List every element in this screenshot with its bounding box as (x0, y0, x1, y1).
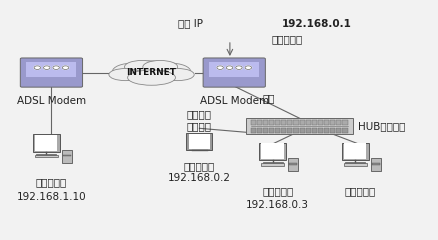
Bar (186, 133, 212, 150)
Bar (281, 120, 286, 125)
FancyBboxPatch shape (203, 58, 265, 87)
Bar (312, 128, 317, 133)
Text: 公共 IP: 公共 IP (178, 19, 203, 29)
Bar (336, 128, 342, 133)
Text: INTERNET: INTERNET (127, 68, 177, 77)
Bar (269, 120, 274, 125)
Bar (293, 120, 299, 125)
Circle shape (43, 66, 50, 69)
Text: 壳客户端: 壳客户端 (187, 121, 212, 131)
Text: 个人计算机: 个人计算机 (184, 162, 215, 172)
Text: 192.168.0.3: 192.168.0.3 (246, 200, 309, 210)
Bar (275, 128, 280, 133)
Bar (306, 120, 311, 125)
Text: 网线: 网线 (262, 94, 275, 104)
Ellipse shape (109, 69, 142, 81)
Text: ADSL Modem: ADSL Modem (17, 96, 86, 106)
Text: 局域网接口: 局域网接口 (271, 34, 303, 44)
Bar (318, 128, 323, 133)
Bar (251, 128, 256, 133)
Bar (345, 162, 365, 163)
Bar (257, 120, 262, 125)
Bar (281, 128, 286, 133)
Bar (371, 158, 381, 171)
Bar (343, 128, 348, 133)
Text: 安装花生: 安装花生 (187, 109, 212, 119)
Bar (263, 128, 268, 133)
Ellipse shape (143, 60, 178, 73)
Bar (288, 158, 298, 171)
Bar (344, 163, 367, 166)
Ellipse shape (149, 63, 191, 80)
Ellipse shape (124, 60, 159, 73)
Circle shape (245, 66, 251, 69)
Bar (261, 163, 284, 166)
Bar (293, 128, 299, 133)
Bar (324, 120, 329, 125)
Bar (35, 155, 57, 157)
Bar (275, 120, 280, 125)
Bar (63, 155, 71, 156)
Circle shape (62, 66, 69, 69)
Bar (318, 120, 323, 125)
Bar (35, 135, 57, 151)
Bar (330, 128, 336, 133)
Bar (344, 143, 367, 159)
Bar (312, 120, 317, 125)
Text: 192.168.0.2: 192.168.0.2 (168, 173, 231, 183)
Ellipse shape (161, 69, 194, 81)
Bar (257, 128, 262, 133)
Bar (269, 128, 274, 133)
Bar (33, 134, 60, 151)
Circle shape (226, 66, 233, 69)
Bar (306, 128, 311, 133)
Bar (26, 62, 76, 77)
Bar (36, 154, 56, 155)
Bar (372, 163, 380, 164)
Text: 192.168.0.1: 192.168.0.1 (282, 19, 352, 29)
Bar (343, 120, 348, 125)
Bar (330, 120, 336, 125)
Bar (189, 134, 210, 149)
Bar (209, 62, 259, 77)
Bar (62, 150, 72, 162)
FancyBboxPatch shape (20, 58, 82, 87)
Bar (300, 128, 305, 133)
Bar (287, 128, 293, 133)
Bar (287, 120, 293, 125)
Circle shape (34, 66, 41, 69)
Bar (261, 143, 284, 159)
Circle shape (217, 66, 223, 69)
Text: 个人计算机: 个人计算机 (36, 178, 67, 188)
Circle shape (53, 66, 60, 69)
Text: HUB或交换机: HUB或交换机 (358, 121, 406, 131)
Ellipse shape (113, 63, 154, 80)
Text: 192.168.1.10: 192.168.1.10 (17, 192, 86, 202)
Text: ADSL Modem: ADSL Modem (200, 96, 269, 106)
Bar (300, 120, 305, 125)
Bar (259, 143, 286, 160)
Circle shape (236, 66, 242, 69)
Bar (336, 120, 342, 125)
Bar (251, 120, 256, 125)
Bar (263, 162, 283, 163)
Text: 个人计算机: 个人计算机 (262, 186, 293, 196)
Text: 个人计算机: 个人计算机 (345, 186, 376, 196)
Ellipse shape (123, 61, 180, 84)
Ellipse shape (127, 70, 176, 85)
Bar (324, 128, 329, 133)
Bar (289, 163, 297, 164)
Bar (263, 120, 268, 125)
Bar (342, 143, 369, 160)
Bar (246, 118, 353, 134)
